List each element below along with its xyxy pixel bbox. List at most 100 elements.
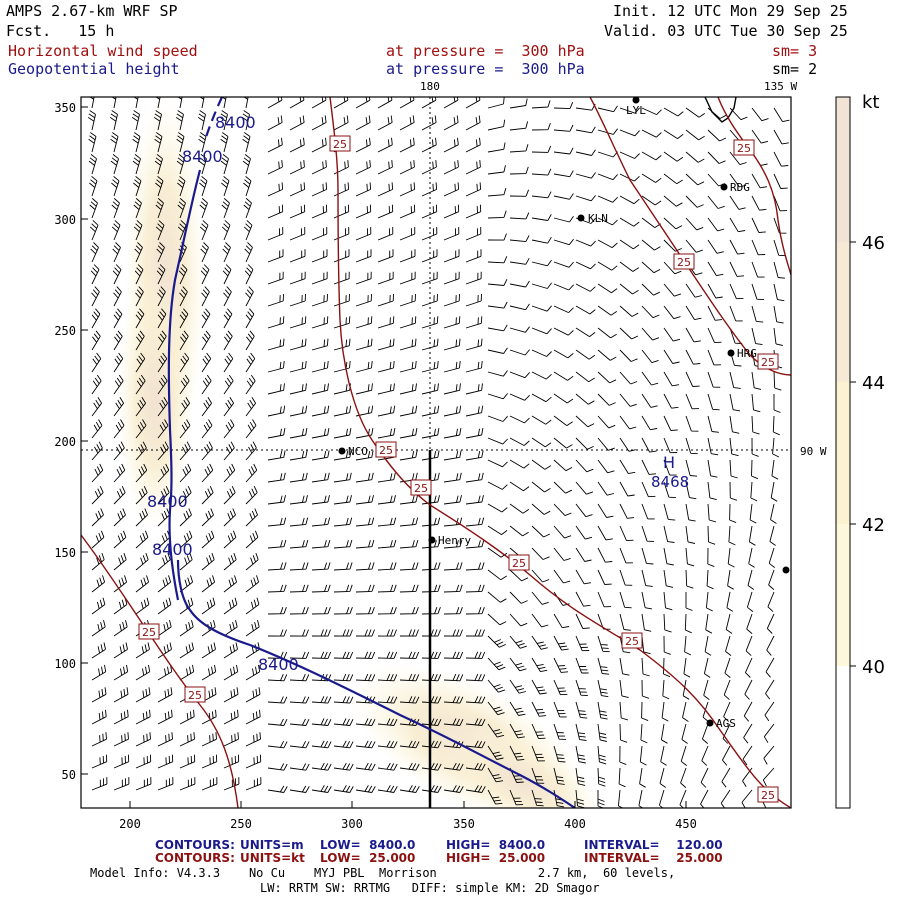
wind-barb bbox=[355, 517, 375, 527]
wind-barb bbox=[90, 242, 99, 263]
wind-barb bbox=[267, 562, 287, 571]
wind-barb bbox=[377, 316, 395, 329]
wind-barb bbox=[245, 642, 260, 659]
wind-barb bbox=[531, 349, 552, 357]
wind-barb bbox=[684, 613, 692, 634]
wind-barb bbox=[487, 437, 508, 445]
y-tick-350: 350 bbox=[54, 101, 76, 115]
wind-barb bbox=[465, 607, 485, 615]
wind-barb bbox=[311, 562, 331, 571]
wind-barb bbox=[707, 503, 717, 523]
wind-barb bbox=[177, 220, 187, 241]
wind-barb bbox=[465, 740, 486, 749]
wind-barb bbox=[267, 607, 287, 615]
wind-barb bbox=[727, 547, 735, 568]
wind-barb bbox=[267, 182, 284, 197]
wind-barb bbox=[155, 220, 165, 241]
wind-barb bbox=[199, 176, 208, 197]
wind-barb bbox=[597, 393, 616, 406]
wind-barb bbox=[267, 763, 288, 771]
wind-barb bbox=[729, 107, 748, 121]
wind-barb bbox=[707, 217, 725, 232]
wind-barb bbox=[377, 182, 394, 197]
height-label-5: 8400 bbox=[258, 655, 299, 674]
wind-barb bbox=[201, 777, 218, 791]
wind-barb bbox=[619, 547, 633, 564]
wind-barb bbox=[244, 242, 253, 263]
wind-barb bbox=[333, 562, 353, 571]
wind-barb bbox=[443, 539, 463, 549]
field1-name: Horizontal wind speed bbox=[8, 42, 198, 60]
wind-barb bbox=[113, 374, 124, 395]
wind-barb bbox=[597, 525, 613, 541]
wind-barb bbox=[641, 261, 661, 274]
wind-barb bbox=[243, 176, 252, 197]
wind-barb bbox=[443, 137, 459, 153]
wind-barb bbox=[245, 286, 254, 307]
wind-barb bbox=[155, 198, 164, 219]
wind-barb bbox=[553, 170, 574, 178]
wind-barb bbox=[355, 360, 373, 373]
wind-barb bbox=[531, 789, 544, 807]
wind-barb bbox=[685, 393, 700, 410]
wind-barb bbox=[377, 160, 393, 175]
wind-barb bbox=[766, 613, 775, 634]
wind-barb bbox=[113, 330, 123, 351]
wind-barb bbox=[722, 745, 731, 766]
wind-barb bbox=[641, 371, 659, 386]
wind-barb bbox=[619, 569, 633, 586]
wind-barb bbox=[443, 249, 460, 263]
wind-barb bbox=[311, 405, 330, 417]
wind-barb bbox=[311, 673, 332, 682]
wind-barb bbox=[377, 293, 394, 307]
wind-barb bbox=[355, 115, 371, 131]
wind-barb bbox=[333, 607, 353, 615]
wind-barb bbox=[333, 785, 354, 793]
wind-barb bbox=[179, 664, 195, 681]
wind-barb bbox=[201, 597, 216, 615]
wind-barb bbox=[707, 481, 717, 501]
wind-barb bbox=[89, 220, 99, 241]
wind-barb bbox=[355, 338, 373, 351]
wind-barb bbox=[707, 371, 721, 388]
wind-barb bbox=[746, 591, 754, 612]
wind-barb bbox=[157, 463, 170, 483]
wind-barb bbox=[707, 129, 727, 142]
wind-barb bbox=[575, 371, 595, 383]
wind-barb bbox=[768, 547, 775, 568]
wind-barb bbox=[531, 259, 552, 267]
wind-barb bbox=[443, 718, 464, 726]
wind-barb bbox=[289, 204, 306, 219]
wind-barb bbox=[289, 182, 306, 197]
wind-barb bbox=[553, 481, 572, 494]
wind-barb bbox=[663, 613, 672, 633]
wind-barb bbox=[333, 450, 352, 461]
wind-barb bbox=[91, 308, 101, 329]
wind-barb bbox=[443, 316, 461, 329]
field1-smoothing: sm= 3 bbox=[772, 42, 818, 60]
wind-barb bbox=[729, 239, 745, 255]
wind-barb bbox=[443, 293, 460, 307]
wind-barb bbox=[639, 767, 646, 788]
colorbar-label-46: 46 bbox=[862, 233, 885, 254]
wind-barb bbox=[355, 651, 376, 659]
wind-barb bbox=[267, 539, 287, 549]
wind-barb bbox=[377, 360, 395, 373]
wind-barb bbox=[729, 261, 745, 277]
y-tick-300: 300 bbox=[54, 213, 76, 227]
wind-barb bbox=[509, 679, 527, 694]
wind-barb bbox=[487, 503, 508, 513]
wind-barb bbox=[443, 97, 459, 109]
wind-barb bbox=[91, 330, 101, 351]
wind-barb bbox=[729, 415, 740, 434]
wind-barb bbox=[242, 154, 251, 175]
field1-level: at pressure = 300 hPa bbox=[386, 42, 585, 60]
wind-barb bbox=[770, 481, 778, 502]
wind-barb bbox=[751, 283, 764, 301]
height-label-1: 8400 bbox=[215, 113, 256, 132]
wind-barb bbox=[201, 575, 216, 593]
x-tick-300: 300 bbox=[341, 817, 363, 831]
speed-contour-label: 25 bbox=[625, 635, 639, 648]
wind-barb bbox=[509, 280, 530, 288]
wind-barb bbox=[110, 154, 119, 175]
